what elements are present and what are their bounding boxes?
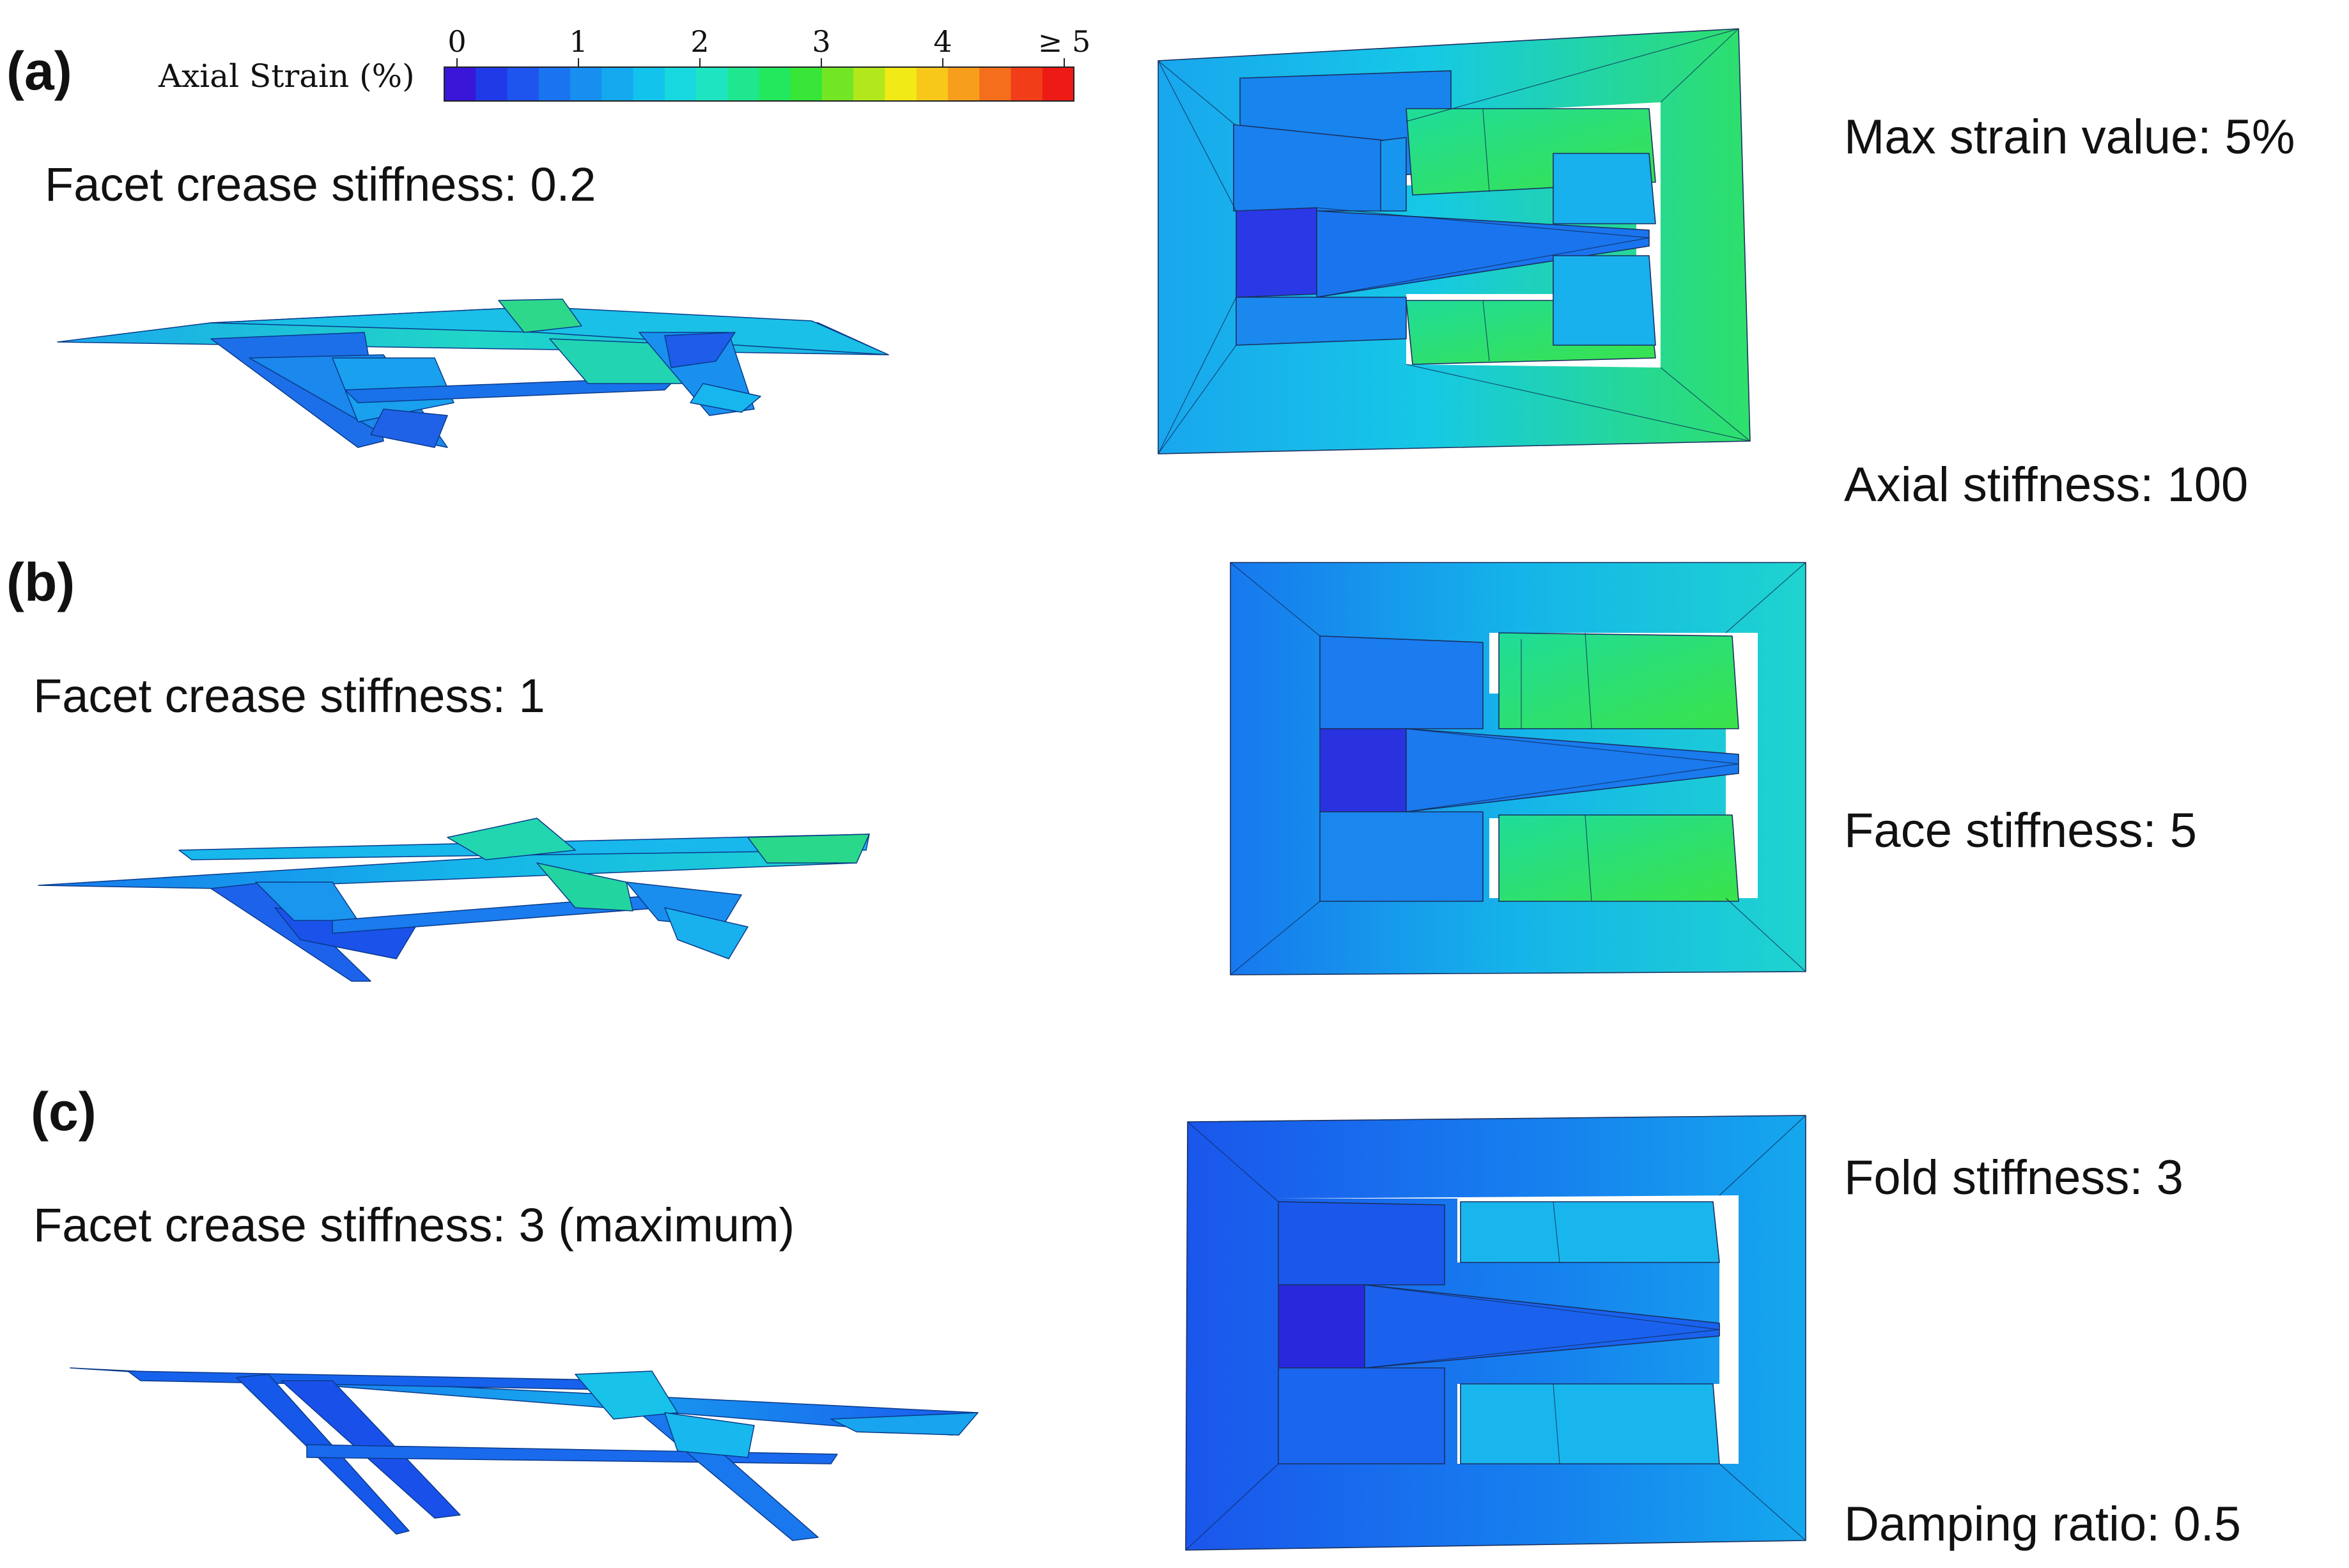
panel-a-side-view	[57, 299, 889, 448]
colorbar-swatch	[664, 67, 697, 101]
colorbar-swatch	[885, 67, 917, 101]
colorbar-swatch	[853, 67, 886, 101]
colorbar-swatch	[538, 67, 571, 101]
colorbar-swatch	[1011, 67, 1043, 101]
colorbar-swatch	[570, 67, 602, 101]
panel-b-letter: (b)	[6, 552, 75, 612]
colorbar-swatch	[601, 67, 634, 101]
colorbar: Axial Strain (%) 0 1 2 3 4 ≥ 5	[158, 24, 1090, 102]
colorbar-swatch	[790, 67, 823, 101]
panel-c-side-view	[70, 1367, 979, 1541]
colorbar-swatch	[633, 67, 665, 101]
colorbar-swatch	[759, 67, 791, 101]
colorbar-tick-label: 3	[812, 24, 830, 59]
colorbar-swatch	[507, 67, 539, 101]
damping-ratio-label: Damping ratio: 0.5	[1844, 1497, 2241, 1551]
fold-stiffness-label: Fold stiffness: 3	[1844, 1151, 2183, 1205]
colorbar-tick-label: 4	[933, 24, 952, 59]
colorbar-swatch	[476, 67, 508, 101]
colorbar-swatches	[444, 66, 1074, 102]
axial-stiffness-label: Axial stiffness: 100	[1844, 458, 2248, 512]
colorbar-tick-label: 2	[690, 24, 709, 59]
colorbar-swatch	[916, 67, 949, 101]
panel-c-letter: (c)	[31, 1082, 97, 1142]
panel-b-top-view	[1230, 562, 1806, 975]
colorbar-swatch	[444, 67, 476, 101]
colorbar-frame	[444, 66, 1074, 102]
colorbar-swatch	[979, 67, 1012, 101]
colorbar-swatch	[1042, 67, 1074, 101]
colorbar-swatch	[948, 67, 980, 101]
panel-a-facet-label: Facet crease stiffness: 0.2	[45, 158, 596, 211]
colorbar-swatch	[822, 67, 854, 101]
colorbar-ticks: 0 1 2 3 4 ≥ 5	[447, 24, 1090, 67]
panel-b-facet-label: Facet crease stiffness: 1	[33, 669, 545, 722]
colorbar-swatch	[696, 67, 728, 101]
panel-a-letter: (a)	[6, 41, 72, 101]
colorbar-tick-label: ≥ 5	[1038, 24, 1090, 59]
panel-b-side-view	[38, 818, 870, 982]
colorbar-swatch	[727, 67, 760, 101]
colorbar-title: Axial Strain (%)	[158, 58, 415, 95]
face-stiffness-label: Face stiffness: 5	[1844, 803, 2197, 858]
panel-a-top-view	[1158, 28, 1751, 454]
panel-c-facet-label: Facet crease stiffness: 3 (maximum)	[33, 1199, 795, 1252]
max-strain-label: Max strain value: 5%	[1844, 110, 2295, 164]
colorbar-tick-label: 1	[569, 24, 587, 59]
colorbar-tick-label: 0	[447, 24, 466, 59]
panel-c-top-view	[1185, 1115, 1806, 1551]
